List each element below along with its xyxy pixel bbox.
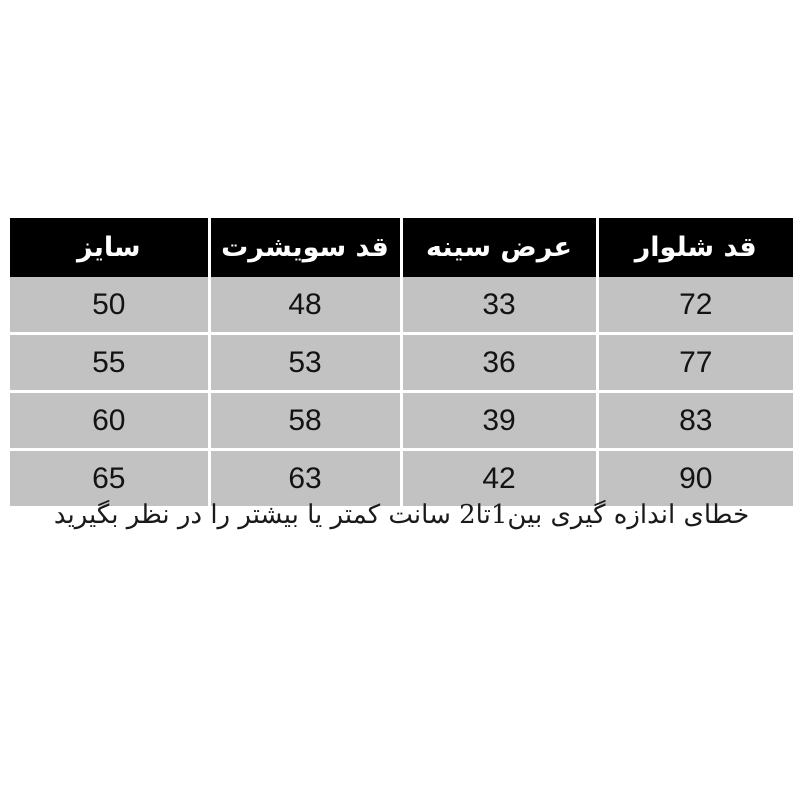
column-header-chest-width: عرض سینه (399, 218, 599, 277)
cell-size: 55 (10, 333, 211, 393)
table-row: 77 36 53 55 (10, 333, 793, 393)
table-row: 83 39 58 60 (10, 391, 793, 451)
cell-chest-width: 33 (399, 277, 599, 335)
table-row: 90 42 63 65 (10, 449, 793, 506)
cell-size: 60 (10, 391, 211, 451)
cell-chest-width: 42 (399, 449, 599, 506)
table-body: 72 33 48 50 77 36 53 55 83 39 58 60 90 4… (10, 277, 793, 506)
size-chart-table: قد شلوار عرض سینه قد سویشرت سایز 72 33 4… (10, 218, 793, 506)
cell-pants-length: 90 (595, 449, 793, 506)
cell-size: 50 (10, 277, 211, 335)
header-row: قد شلوار عرض سینه قد سویشرت سایز (10, 218, 793, 277)
measurement-tolerance-note: خطای اندازه گیری بین1تا2 سانت کمتر یا بی… (53, 500, 750, 530)
cell-chest-width: 36 (399, 333, 599, 393)
column-header-sweatshirt-length: قد سویشرت (207, 218, 403, 277)
table-header: قد شلوار عرض سینه قد سویشرت سایز (10, 218, 793, 277)
column-header-size: سایز (10, 218, 211, 277)
table-row: 72 33 48 50 (10, 277, 793, 335)
cell-sweatshirt-length: 63 (207, 449, 403, 506)
cell-pants-length: 83 (595, 391, 793, 451)
cell-sweatshirt-length: 48 (207, 277, 403, 335)
cell-pants-length: 72 (595, 277, 793, 335)
column-header-pants-length: قد شلوار (595, 218, 793, 277)
cell-pants-length: 77 (595, 333, 793, 393)
cell-sweatshirt-length: 58 (207, 391, 403, 451)
cell-chest-width: 39 (399, 391, 599, 451)
cell-size: 65 (10, 449, 211, 506)
cell-sweatshirt-length: 53 (207, 333, 403, 393)
